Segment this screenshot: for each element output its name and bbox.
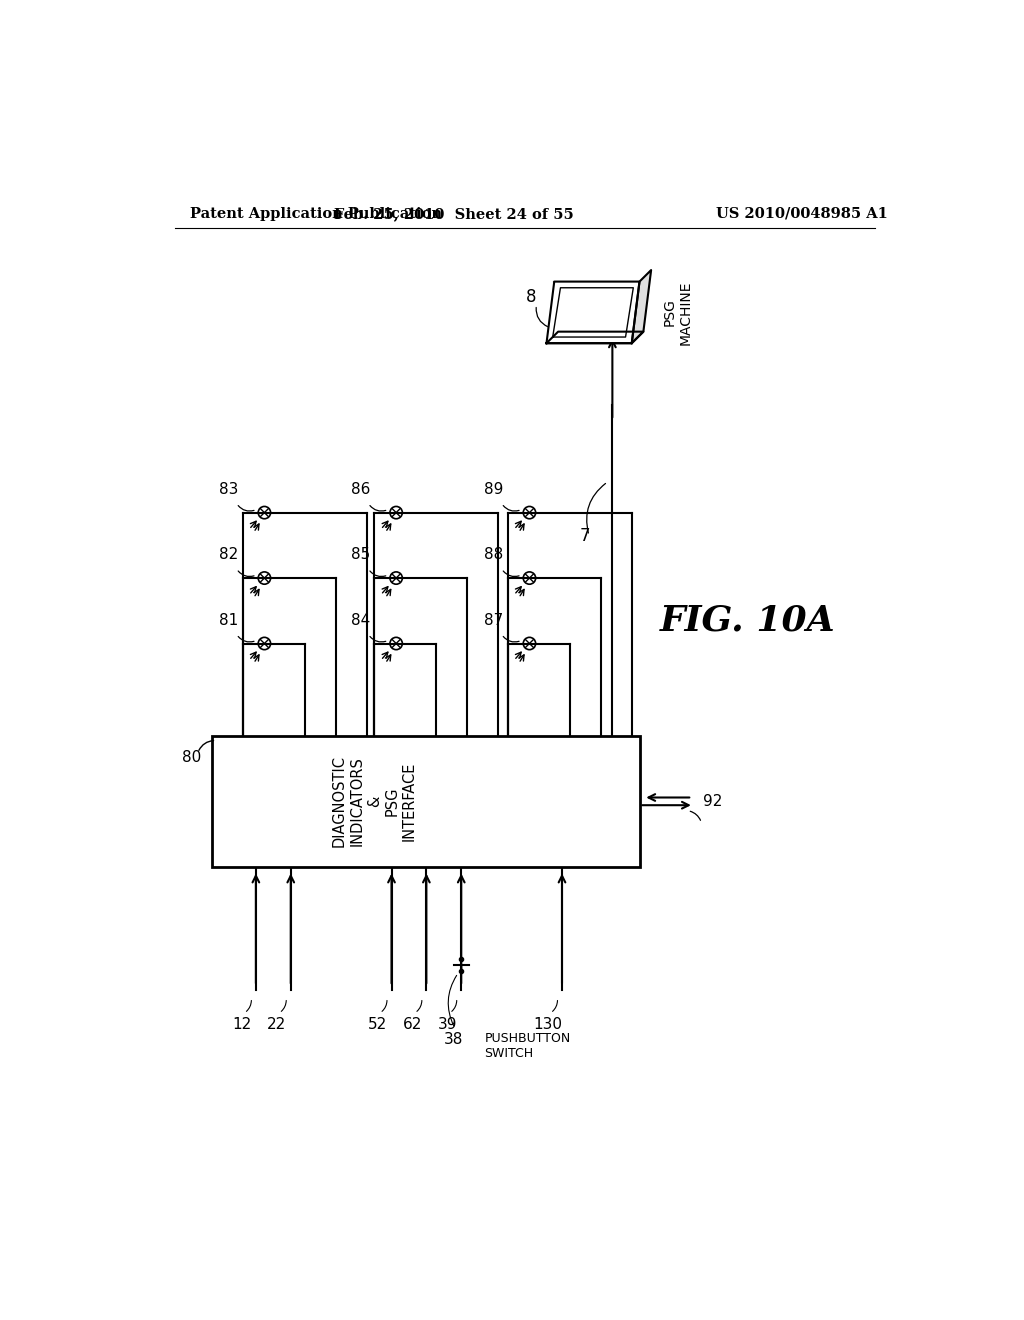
Text: 39: 39 xyxy=(437,1016,457,1032)
Text: Patent Application Publication: Patent Application Publication xyxy=(190,207,442,220)
Text: 7: 7 xyxy=(580,527,591,545)
Text: 84: 84 xyxy=(351,612,370,628)
Text: US 2010/0048985 A1: US 2010/0048985 A1 xyxy=(717,207,888,220)
Text: PSG
MACHINE: PSG MACHINE xyxy=(663,280,693,345)
Text: 82: 82 xyxy=(219,548,239,562)
Text: 62: 62 xyxy=(402,1016,422,1032)
Text: 38: 38 xyxy=(443,1032,463,1047)
Text: 85: 85 xyxy=(351,548,370,562)
Text: PUSHBUTTON
SWITCH: PUSHBUTTON SWITCH xyxy=(484,1032,570,1060)
Text: 8: 8 xyxy=(525,288,537,306)
Text: 92: 92 xyxy=(703,793,722,809)
Text: 12: 12 xyxy=(232,1016,252,1032)
Polygon shape xyxy=(547,331,643,343)
Text: 87: 87 xyxy=(484,612,504,628)
Polygon shape xyxy=(632,271,651,343)
Text: 88: 88 xyxy=(484,548,504,562)
Text: 130: 130 xyxy=(534,1016,562,1032)
Polygon shape xyxy=(547,281,640,343)
Text: Feb. 25, 2010  Sheet 24 of 55: Feb. 25, 2010 Sheet 24 of 55 xyxy=(334,207,573,220)
Bar xyxy=(212,737,640,867)
Text: 86: 86 xyxy=(351,482,371,498)
Text: 83: 83 xyxy=(219,482,239,498)
Text: 22: 22 xyxy=(267,1016,287,1032)
Text: 80: 80 xyxy=(182,750,201,766)
Text: 89: 89 xyxy=(484,482,504,498)
Text: 81: 81 xyxy=(219,612,239,628)
Text: 52: 52 xyxy=(368,1016,387,1032)
Text: FIG. 10A: FIG. 10A xyxy=(660,603,836,638)
Text: DIAGNOSTIC
INDICATORS
&
PSG
INTERFACE: DIAGNOSTIC INDICATORS & PSG INTERFACE xyxy=(332,755,417,847)
